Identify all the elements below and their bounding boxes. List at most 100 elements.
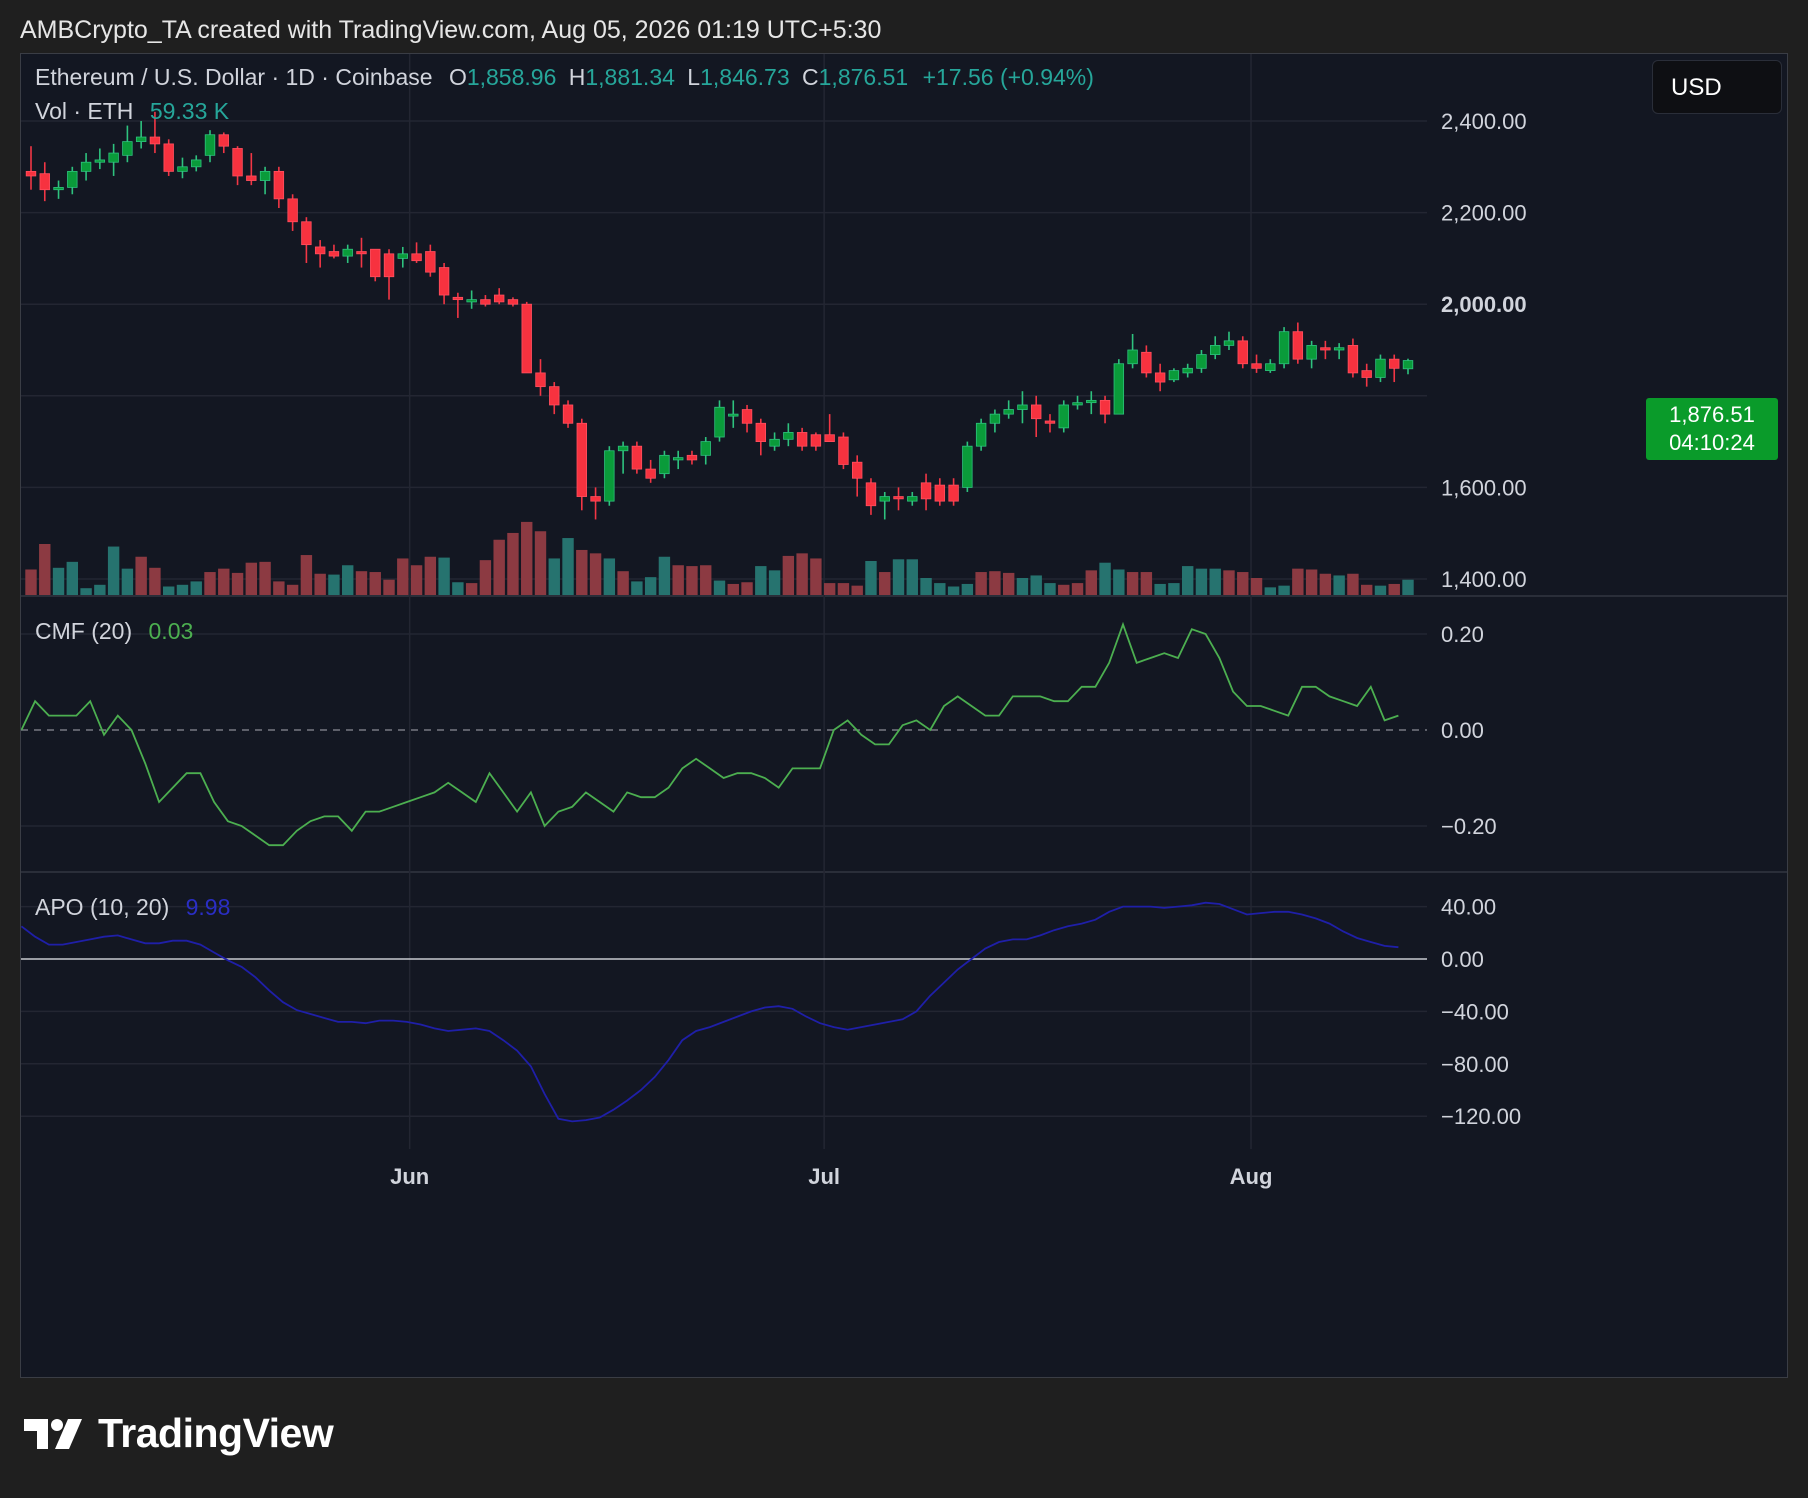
volume-bar — [121, 568, 134, 595]
volume-bar — [176, 584, 189, 595]
cmf-axis-label: 0.00 — [1441, 718, 1484, 743]
volume-bar — [1016, 578, 1029, 595]
cmf-value: 0.03 — [148, 618, 194, 644]
volume-bar — [562, 538, 574, 595]
candle-body — [686, 454, 698, 461]
apo-value: 9.98 — [185, 894, 231, 920]
volume-bar — [755, 566, 767, 595]
volume-bar — [1058, 584, 1070, 595]
candle-body — [879, 496, 890, 502]
volume-bar — [631, 581, 643, 595]
symbol-legend: Ethereum / U.S. Dollar · 1D · Coinbase O… — [35, 64, 1094, 91]
axis-labels: 2,400.00 2,200.00 2,000.00 1,600.00 1,400.00… — [390, 109, 1527, 1189]
candle-body — [163, 143, 174, 172]
candle-body — [1182, 367, 1193, 374]
candle-body — [576, 422, 588, 497]
volume-bar — [149, 567, 161, 595]
cmf-axis-label: −0.20 — [1441, 814, 1497, 839]
volume-bar — [727, 583, 739, 595]
candle-body — [948, 484, 959, 502]
candle-body — [1044, 420, 1056, 424]
candle-body — [53, 187, 64, 191]
candle-body — [1210, 345, 1221, 355]
candle-body — [1278, 331, 1290, 365]
apo-axis-label: −40.00 — [1441, 999, 1509, 1024]
candle-body — [67, 170, 78, 188]
candle-body — [135, 136, 147, 143]
candle-body — [934, 484, 946, 502]
volume-bar — [1113, 569, 1125, 595]
candle-body — [246, 175, 257, 181]
currency-button[interactable]: USD — [1652, 60, 1782, 114]
volume-bar — [493, 539, 505, 595]
candle-body — [39, 173, 50, 191]
volume-bar — [231, 572, 244, 595]
candle-body — [549, 386, 560, 406]
candle-body — [122, 141, 133, 156]
volume-legend: Vol · ETH 59.33 K — [35, 98, 229, 125]
volume-bar — [1099, 562, 1111, 595]
chart-canvas[interactable]: 2,400.00 2,200.00 2,000.00 1,600.00 1,400.00… — [21, 54, 1787, 1377]
candle-body — [1003, 409, 1014, 415]
candle-body — [907, 496, 918, 502]
candle-body — [1017, 404, 1028, 410]
volume-bar — [1030, 575, 1042, 595]
volume-bar — [920, 578, 932, 595]
candle-body — [1072, 402, 1083, 406]
candle-body — [920, 482, 932, 500]
candle-body — [452, 296, 464, 301]
volume-bar — [452, 582, 464, 595]
candle-body — [975, 422, 987, 447]
candle-body — [617, 445, 629, 452]
candle-body — [1127, 349, 1138, 365]
volume-bar — [823, 583, 836, 595]
volume-bar — [286, 584, 299, 595]
candle-body — [865, 482, 877, 507]
candle-body — [25, 170, 37, 177]
volume-bar — [700, 565, 712, 595]
volume-bar — [1126, 572, 1139, 595]
volume-bar — [782, 555, 795, 595]
chart-attribution: AMBCrypto_TA created with TradingView.co… — [20, 16, 882, 44]
volume-bar — [52, 567, 65, 595]
symbol-name: Ethereum / U.S. Dollar · 1D · Coinbase — [35, 64, 433, 90]
candle-body — [1389, 358, 1400, 369]
candle-body — [1196, 354, 1207, 369]
candle-body — [989, 413, 1001, 424]
volume-bar — [1402, 579, 1414, 595]
volume-bar — [837, 583, 850, 595]
volume-bar — [190, 581, 202, 595]
candle-body — [480, 299, 491, 305]
candle-body — [342, 248, 353, 257]
chart-frame: 2,400.00 2,200.00 2,000.00 1,600.00 1,400.00… — [20, 53, 1788, 1378]
volume-bar — [879, 572, 891, 595]
candle-body — [383, 253, 395, 278]
apo-axis-label: −80.00 — [1441, 1052, 1509, 1077]
candle-body — [301, 221, 312, 246]
candle-body — [94, 159, 106, 163]
volume-bar — [934, 583, 946, 595]
candle-body — [108, 152, 119, 163]
candle-body — [1347, 345, 1359, 374]
tradingview-logo-icon — [24, 1418, 82, 1449]
candle-body — [728, 413, 739, 417]
volume-bar — [534, 531, 547, 595]
candle-body — [177, 166, 188, 172]
volume-value: 59.33 K — [149, 98, 230, 124]
candle-body — [204, 134, 216, 156]
candle-body — [852, 461, 863, 479]
candle-body — [700, 441, 711, 456]
volume-bar — [479, 560, 492, 595]
candle-body — [769, 438, 780, 447]
candle-body — [604, 450, 615, 502]
high-label: H — [568, 64, 586, 90]
volume-bar — [1002, 572, 1015, 595]
price-axis-label: 2,200.00 — [1441, 201, 1527, 226]
candle-body — [521, 303, 532, 374]
high-value: 1,881.34 — [585, 64, 675, 90]
candle-body — [1031, 404, 1042, 420]
price-axis-label: 1,600.00 — [1441, 475, 1527, 500]
volume-bar — [1292, 568, 1304, 595]
volume-bar — [328, 574, 340, 595]
brand-name: TradingView — [98, 1410, 334, 1456]
